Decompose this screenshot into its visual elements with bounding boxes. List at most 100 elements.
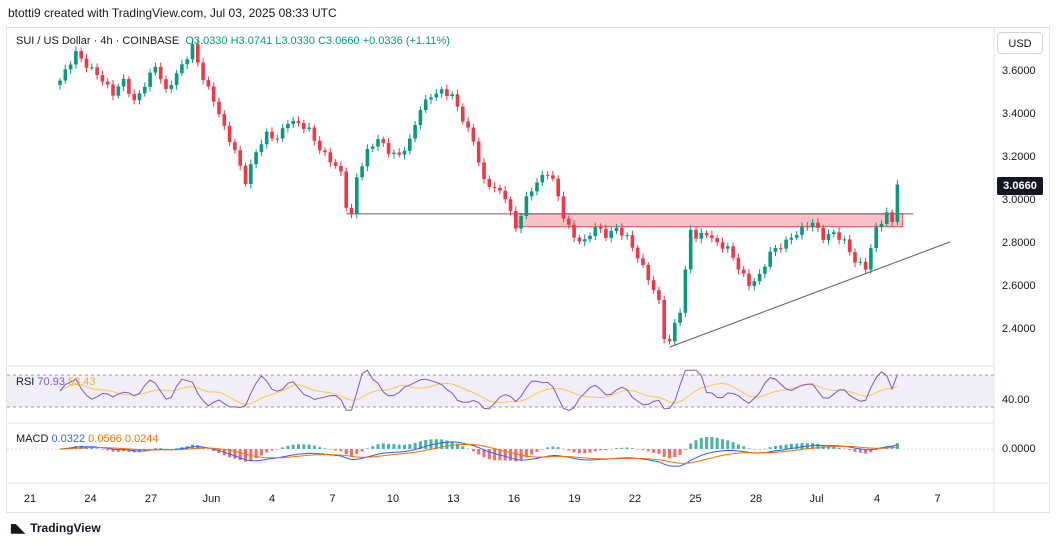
candle-body [588, 235, 592, 240]
candle-body [68, 64, 73, 70]
candle-body [238, 150, 242, 166]
candle-body [222, 114, 227, 126]
macd-histogram-bar [424, 439, 428, 449]
macd-histogram-bar [583, 449, 587, 454]
candle-body [132, 93, 136, 101]
macd-histogram-bar [323, 448, 327, 449]
macd-histogram-bar [795, 443, 799, 449]
macd-histogram-bar [731, 442, 735, 449]
macd-histogram-bar [519, 449, 523, 461]
time-tick-label: 24 [84, 493, 96, 505]
macd-label-text: MACD [16, 433, 49, 445]
ascending-trendline [669, 241, 951, 348]
candle-body [333, 162, 338, 166]
macd-histogram-bar [238, 449, 242, 461]
macd-histogram-bar [524, 449, 528, 458]
macd-histogram-bar [604, 449, 608, 450]
candle-body [678, 312, 682, 323]
candle-body [641, 258, 645, 265]
macd-histogram-bar [196, 445, 200, 449]
candle-body [524, 196, 529, 216]
candle-body [153, 66, 158, 73]
macd-histogram-bar [514, 449, 518, 462]
macd-histogram-bar [874, 449, 878, 451]
candle-body [667, 338, 672, 342]
candle-body [879, 223, 884, 228]
candle-body [492, 186, 497, 188]
candle-body [185, 59, 189, 65]
macd-histogram-bar [567, 449, 571, 451]
macd-histogram-bar [270, 449, 274, 451]
macd-histogram-bar [344, 449, 348, 455]
macd-histogram-bar [233, 449, 237, 459]
candle-body [529, 191, 534, 197]
candle-body [794, 234, 799, 238]
macd-histogram-bar [625, 447, 629, 449]
candle-body [821, 227, 825, 240]
candle-body [196, 44, 200, 63]
candle-body [832, 232, 836, 235]
candle-body [100, 75, 105, 82]
macd-histogram-bar [376, 444, 380, 449]
macd-histogram-bar [371, 446, 375, 449]
candle-body [180, 64, 184, 74]
candle-body [254, 152, 258, 165]
macd-signal-value: 0.0566 [88, 433, 122, 445]
macd-histogram-bar [487, 449, 491, 460]
candle-body [164, 79, 168, 89]
macd-histogram-bar [784, 444, 788, 449]
candle-body [779, 248, 783, 250]
macd-histogram-bar [588, 449, 592, 453]
price-tick-label: 2.8000 [1002, 237, 1036, 249]
candle-body [476, 141, 481, 163]
macd-histogram-bar [641, 449, 645, 451]
macd-histogram-bar [668, 449, 671, 459]
candle-body [312, 127, 317, 141]
macd-histogram-bar [461, 446, 465, 449]
candle-body [662, 300, 666, 339]
candle-body [673, 322, 677, 342]
candle-body [826, 234, 831, 240]
candle-body [604, 228, 608, 238]
candle-body [434, 93, 439, 98]
macd-histogram-bar [159, 448, 163, 449]
tradingview-footer[interactable]: ▮◣ TradingView [10, 521, 101, 535]
candle-body [275, 138, 280, 140]
candle-body [863, 261, 868, 270]
price-tick-label: 3.2000 [1002, 151, 1036, 163]
macd-histogram-bar [116, 449, 120, 452]
macd-histogram-bar [471, 449, 475, 452]
currency-button[interactable]: USD [997, 32, 1043, 54]
macd-zero-tick: 0.0000 [1002, 443, 1036, 455]
candle-body [90, 67, 94, 69]
candle-body [174, 73, 179, 86]
macd-histogram-bar [360, 449, 364, 452]
candle-body [116, 86, 121, 96]
macd-histogram-bar [106, 449, 110, 451]
candle-body [233, 142, 237, 151]
macd-histogram-bar [249, 449, 253, 461]
ohlc-values: O3.0330 H3.0741 L3.0330 C3.0660 +0.0336 … [185, 35, 450, 47]
candle-body [264, 131, 269, 145]
candle-body [429, 97, 433, 100]
macd-histogram-bar [620, 447, 624, 449]
candle-body [694, 229, 698, 239]
candle-body [699, 232, 704, 239]
macd-histogram-bar [180, 447, 184, 449]
macd-histogram-bar [482, 449, 486, 458]
macd-histogram-bar [577, 449, 581, 454]
macd-histogram-bar [530, 449, 534, 455]
time-tick-label: 7 [934, 493, 940, 505]
macd-histogram-bar [403, 444, 406, 449]
macd-histogram-bar [683, 449, 687, 450]
candle-body [853, 252, 857, 263]
time-tick-label: 22 [629, 493, 641, 505]
candle-body [773, 248, 778, 252]
macd-histogram-bar [275, 449, 279, 450]
candle-body [540, 174, 545, 183]
macd-histogram-bar [636, 449, 640, 450]
macd-histogram-bar [599, 449, 603, 451]
macd-histogram-bar [726, 440, 730, 449]
macd-histogram-bar [79, 445, 83, 449]
